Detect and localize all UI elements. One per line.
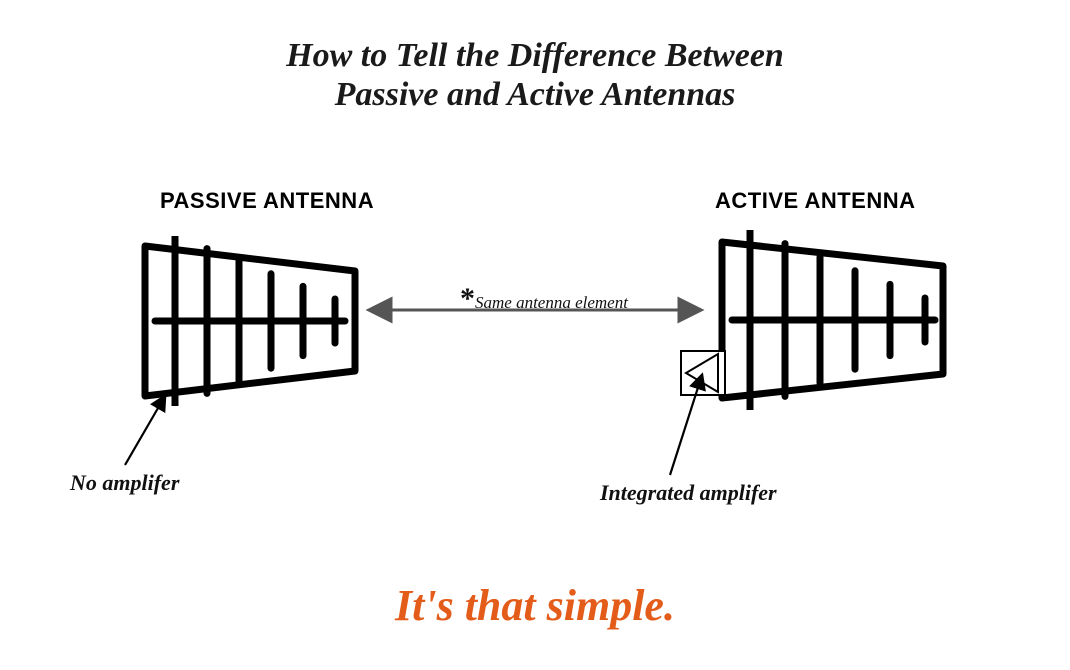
footer-tagline: It's that simple. [0, 580, 1070, 631]
integrated-amplifier-callout: Integrated amplifer [600, 480, 777, 506]
integrated-amplifier-arrow [0, 0, 1070, 670]
diagram-page: How to Tell the Difference Between Passi… [0, 0, 1070, 670]
